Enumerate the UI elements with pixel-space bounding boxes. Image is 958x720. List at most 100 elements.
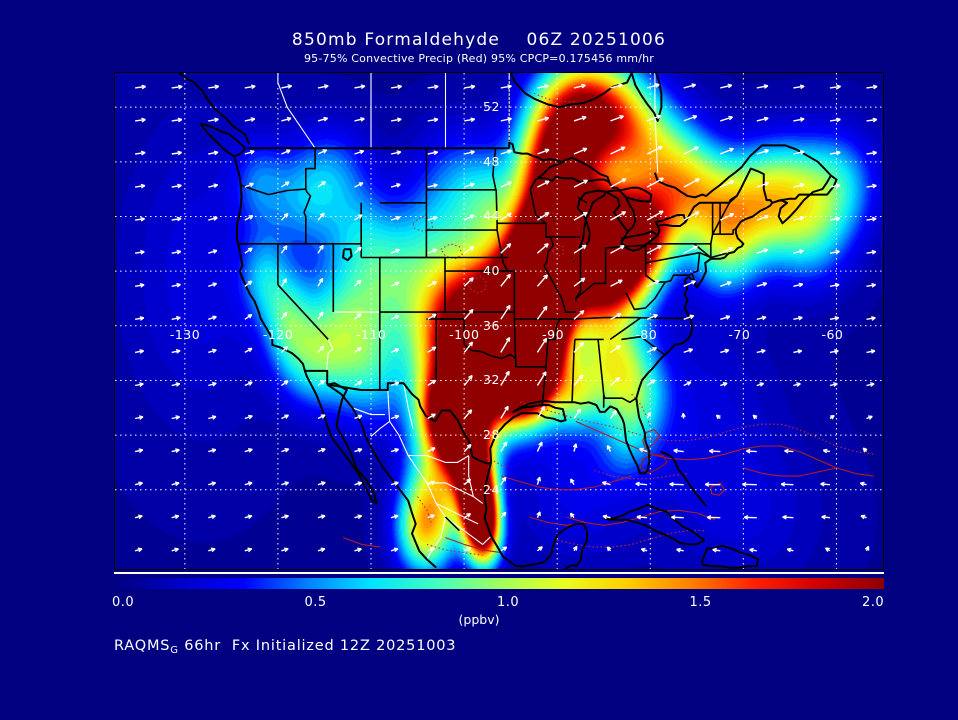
wind-vector-head <box>251 118 256 122</box>
wind-vector-head <box>868 415 873 420</box>
wind-vector-head <box>433 249 438 254</box>
wind-vector-head <box>575 443 578 449</box>
wind-vector-head <box>570 512 575 516</box>
state-boundary <box>277 284 329 340</box>
wind-vector <box>756 282 768 287</box>
wind-vector-head <box>694 245 698 250</box>
colorbar-tick: 0.5 <box>304 595 327 610</box>
wind-vector-head <box>582 116 587 121</box>
wind-vector <box>756 182 769 188</box>
wind-vector-head <box>825 547 830 550</box>
wind-vector <box>746 450 757 453</box>
national-border <box>684 167 774 223</box>
wind-vector <box>244 85 256 89</box>
wind-vector-head <box>357 515 363 520</box>
wind-vector <box>537 85 549 89</box>
wind-vector-head <box>471 85 476 90</box>
wind-vector-head <box>434 118 439 123</box>
convective-precip-contour-75 <box>342 537 381 548</box>
wind-vector-head <box>659 146 663 151</box>
wind-vector-head <box>508 181 512 186</box>
wind-vector <box>781 483 794 486</box>
wind-vector <box>720 315 731 320</box>
wind-vector-head <box>285 414 290 419</box>
wind-vector <box>610 115 624 122</box>
wind-vector-head <box>249 348 253 353</box>
wind-vector-head <box>871 317 876 321</box>
wind-vector-head <box>725 349 730 354</box>
wind-vector-head <box>799 283 804 288</box>
wind-vector-head <box>617 345 621 350</box>
map-panel[interactable]: 52 48 44 40 36 32 28 24 -130 -120 -110 -100 -90 -80 -7… <box>114 72 884 570</box>
wind-vector-head <box>607 444 612 449</box>
wind-vector-head <box>322 213 325 218</box>
wind-vector <box>683 178 700 188</box>
wind-vector <box>573 147 588 155</box>
wind-vector-head <box>396 249 400 254</box>
wind-vector <box>317 278 324 287</box>
wind-vector-head <box>836 151 841 156</box>
figure-subtitle: 95-75% Convective Precip (Red) 95% CPCP=… <box>303 52 655 65</box>
wind-vector-head <box>508 305 511 310</box>
wind-vector <box>280 245 288 254</box>
wind-vector-head <box>470 341 474 347</box>
wind-vector-head <box>211 515 216 520</box>
wind-vector-head <box>655 84 660 88</box>
coastline <box>605 189 637 233</box>
wind-vector-head <box>872 118 878 123</box>
wind-vector <box>756 316 767 320</box>
wind-vector-head <box>395 381 400 386</box>
wind-vector-head <box>433 184 438 188</box>
wind-vector <box>390 151 401 155</box>
wind-vector-head <box>583 148 588 153</box>
mexico-state-boundary <box>352 407 385 416</box>
state-boundary <box>602 393 637 404</box>
coastline <box>342 248 353 262</box>
wind-vector-head <box>174 548 179 553</box>
wind-vector <box>427 216 438 221</box>
wind-vector-head <box>470 118 476 123</box>
wind-vector-head <box>360 150 365 155</box>
wind-vector-head <box>545 274 549 280</box>
wind-vector-head <box>212 349 217 354</box>
wind-vector <box>720 147 734 155</box>
coastline <box>509 73 633 109</box>
state-boundary <box>496 229 509 272</box>
wind-vector-head <box>657 115 662 120</box>
wind-vector <box>536 338 548 353</box>
wind-vector <box>427 248 438 254</box>
wind-vector-head <box>249 314 253 319</box>
wind-vector <box>720 247 733 254</box>
wind-vector <box>281 117 292 122</box>
wind-vector-head <box>584 212 588 217</box>
wind-vector <box>610 178 627 188</box>
wind-vector-head <box>470 183 475 188</box>
wind-vector <box>536 371 547 386</box>
wind-vector <box>829 217 840 221</box>
wind-vector-head <box>716 414 721 417</box>
colorbar-gradient <box>114 578 884 589</box>
colorbar-tick: 2.0 <box>862 595 885 610</box>
wind-vector-head <box>433 346 437 352</box>
wind-vector <box>537 180 550 188</box>
coastline <box>326 383 437 569</box>
wind-vector-head <box>730 148 734 153</box>
wind-vector-head <box>583 244 587 250</box>
wind-vector <box>208 85 219 89</box>
wind-vector <box>537 117 549 122</box>
wind-vector-head <box>141 152 146 156</box>
wind-vector <box>720 180 735 188</box>
wind-vector-head <box>321 245 324 250</box>
wind-vector-head <box>140 251 145 255</box>
coastline <box>620 230 659 252</box>
wind-vector-head <box>545 243 549 248</box>
wind-vector-head <box>213 217 218 221</box>
wind-vector-head <box>395 281 400 287</box>
wind-vector-head <box>545 338 548 343</box>
wind-vector-head <box>358 279 362 285</box>
wind-vector-head <box>397 118 402 123</box>
wind-vector-head <box>212 416 217 420</box>
coastline <box>654 214 687 227</box>
wind-vector-head <box>761 349 766 354</box>
wind-vector-head <box>469 444 472 449</box>
